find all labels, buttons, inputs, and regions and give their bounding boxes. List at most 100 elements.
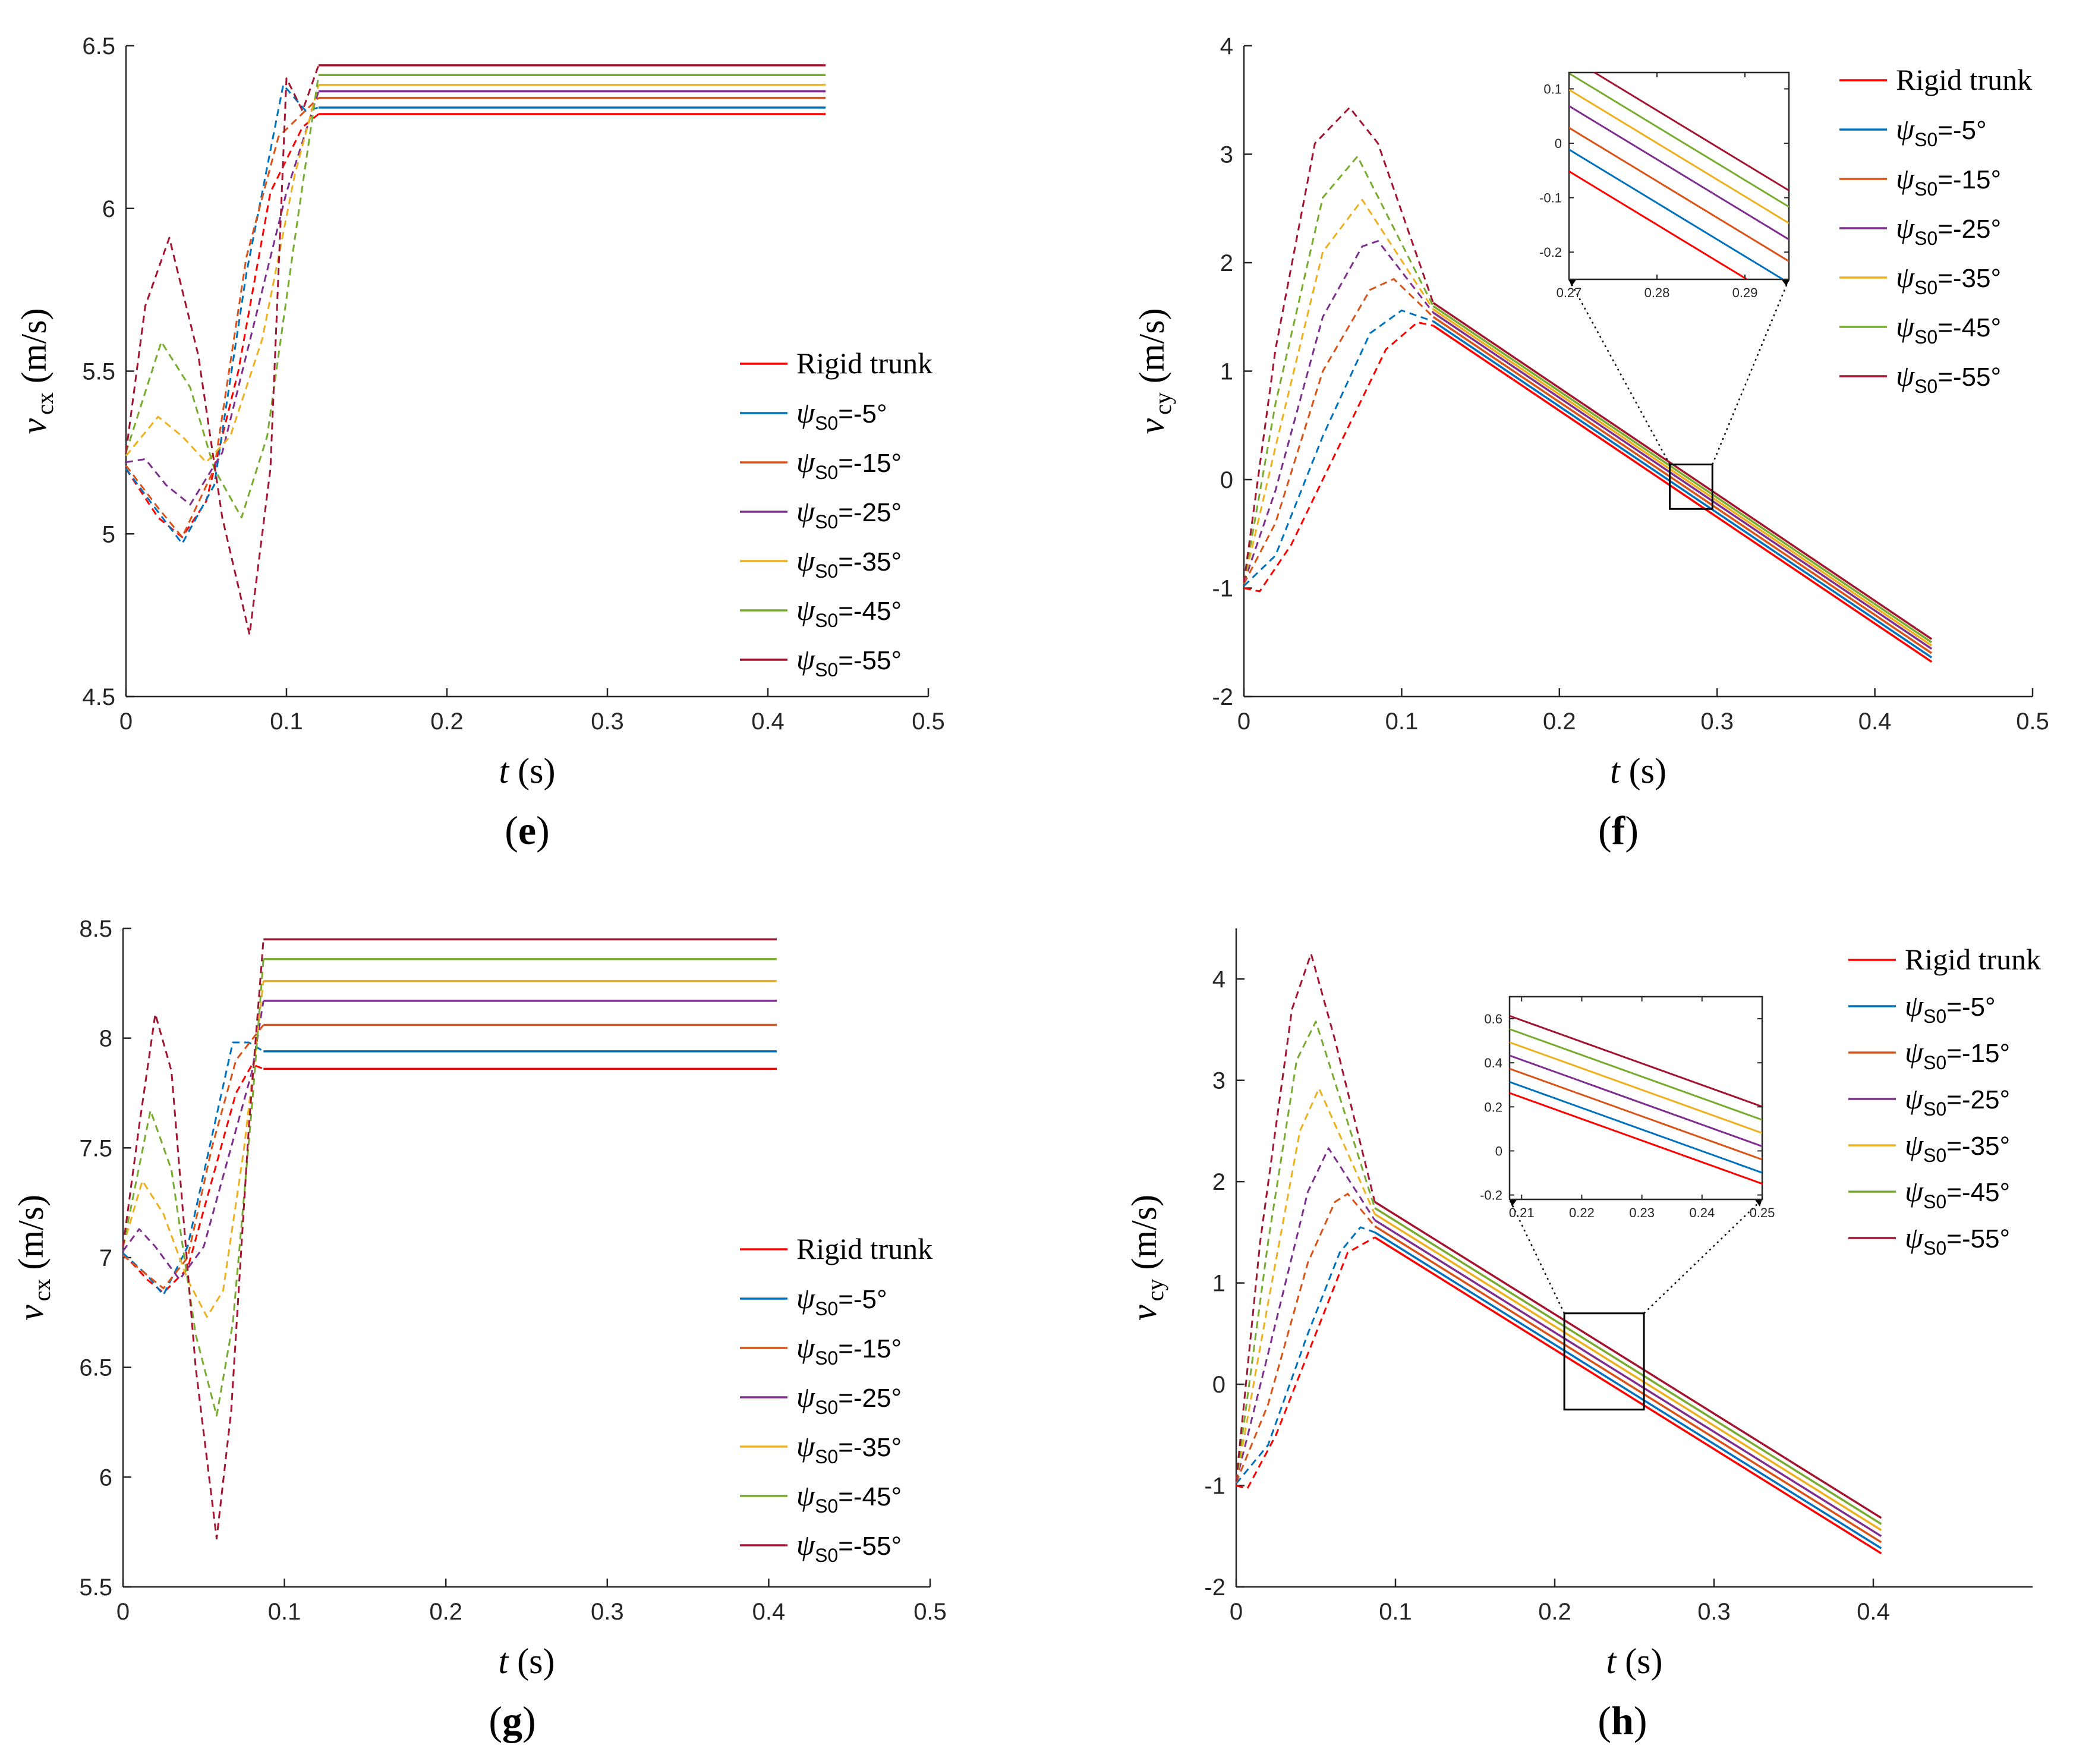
legend-value: =-35° bbox=[838, 1433, 902, 1462]
y-tick-label: -1 bbox=[1212, 576, 1233, 602]
y-tick-label: 0 bbox=[1220, 467, 1233, 493]
inset-series-line-0 bbox=[1510, 1092, 1762, 1185]
legend-value: =-15° bbox=[1937, 165, 2001, 194]
zoom-arrow-head bbox=[1754, 1198, 1762, 1207]
legend-label: ψS0=-25° bbox=[1896, 211, 2001, 249]
legend-psi-sub: S0 bbox=[1914, 277, 1937, 298]
legend-psi: ψ bbox=[796, 1331, 815, 1364]
legend-label: ψS0=-35° bbox=[796, 1429, 902, 1467]
y-axis-label-var: v bbox=[1132, 418, 1171, 434]
legend-label: ψS0=-5° bbox=[796, 396, 887, 434]
panel-label-open: ( bbox=[1598, 1698, 1611, 1743]
legend-psi: ψ bbox=[796, 593, 815, 626]
legend-psi-sub: S0 bbox=[815, 610, 838, 631]
series-line-0 bbox=[1374, 1236, 1882, 1555]
x-axis-label: t (s) bbox=[1610, 751, 1666, 790]
inset-y-tick-label: 0 bbox=[1555, 136, 1562, 151]
legend-value: =-5° bbox=[838, 1285, 887, 1314]
series-dashed-4 bbox=[1243, 199, 1434, 583]
legend-psi: ψ bbox=[1896, 162, 1915, 195]
series-dashed-5 bbox=[1235, 1020, 1376, 1482]
y-tick-label: 3 bbox=[1212, 1068, 1225, 1094]
x-tick-label: 0.4 bbox=[752, 1599, 786, 1625]
legend-label: ψS0=-45° bbox=[1896, 310, 2001, 348]
y-tick-label: 3 bbox=[1220, 142, 1233, 168]
legend-psi-sub: S0 bbox=[1923, 1052, 1946, 1073]
y-axis-label-unit: (m/s) bbox=[14, 308, 53, 392]
legend-psi: ψ bbox=[1896, 359, 1915, 392]
series-dashed-3 bbox=[122, 1000, 264, 1281]
inset-x-tick-label: 0.23 bbox=[1629, 1205, 1655, 1220]
legend-psi-sub: S0 bbox=[1914, 376, 1937, 397]
inset-y-tick-label: -0.2 bbox=[1480, 1188, 1502, 1203]
inset-series-line-1 bbox=[1569, 149, 1785, 279]
legend-label: ψS0=-45° bbox=[1905, 1174, 2010, 1212]
legend-value: =-55° bbox=[1946, 1224, 2010, 1253]
x-tick-label: 0 bbox=[1237, 708, 1250, 735]
legend-value: =-55° bbox=[838, 646, 902, 675]
y-tick-label: 8 bbox=[99, 1026, 112, 1052]
series-dashed-4 bbox=[125, 84, 320, 464]
y-tick-label: 4 bbox=[1212, 966, 1225, 993]
legend-label: ψS0=-55° bbox=[1905, 1221, 2010, 1259]
series-dashed-6 bbox=[122, 939, 264, 1540]
y-tick-label: 4.5 bbox=[82, 684, 115, 710]
series-dashed-5 bbox=[1243, 155, 1434, 583]
series-dashed-0 bbox=[125, 113, 319, 538]
legend-psi: ψ bbox=[796, 396, 815, 429]
x-tick-label: 0.1 bbox=[268, 1599, 301, 1625]
inset-x-tick-label: 0.22 bbox=[1569, 1205, 1595, 1220]
x-tick-label: 0 bbox=[1230, 1599, 1243, 1625]
x-tick-label: 0.3 bbox=[1697, 1599, 1731, 1625]
series-dashed-3 bbox=[1235, 1147, 1376, 1482]
legend-psi-sub: S0 bbox=[815, 659, 838, 681]
x-tick-label: 0.5 bbox=[912, 708, 945, 735]
legend-label: ψS0=-55° bbox=[1896, 359, 2001, 397]
y-axis-label-sub: cy bbox=[1149, 392, 1176, 415]
legend-psi-sub: S0 bbox=[815, 1495, 838, 1517]
zoom-arrow-head bbox=[1510, 1198, 1518, 1207]
inset-series-line-5 bbox=[1569, 73, 1789, 208]
y-tick-label: 2 bbox=[1212, 1169, 1225, 1195]
legend-value: =-45° bbox=[1946, 1178, 2010, 1207]
y-axis-label: v cx (m/s) bbox=[11, 1195, 55, 1321]
legend-psi: ψ bbox=[796, 1528, 815, 1561]
y-tick-label: 1 bbox=[1220, 359, 1233, 385]
legend-psi-sub: S0 bbox=[815, 1347, 838, 1369]
inset-frame bbox=[1508, 996, 1763, 1201]
legend-label-rigid: Rigid trunk bbox=[1905, 943, 2041, 976]
legend-psi-sub: S0 bbox=[815, 1298, 838, 1319]
x-tick-label: 0.2 bbox=[430, 708, 464, 735]
x-axis-label-unit: (s) bbox=[1620, 751, 1666, 790]
legend-label: ψS0=-45° bbox=[796, 1479, 902, 1517]
y-axis-label-var: v bbox=[1124, 1305, 1164, 1321]
series-line-6 bbox=[1374, 1201, 1882, 1519]
legend-psi-sub: S0 bbox=[1914, 178, 1937, 200]
x-axis-label: t (s) bbox=[499, 751, 556, 790]
legend-value: =-5° bbox=[1946, 993, 1995, 1022]
zoom-box bbox=[1669, 463, 1713, 510]
y-tick-label: -2 bbox=[1204, 1574, 1225, 1601]
legend-psi-sub: S0 bbox=[815, 511, 838, 533]
legend-psi-sub: S0 bbox=[815, 1397, 838, 1418]
x-tick-label: 0.2 bbox=[1543, 708, 1576, 735]
legend-psi-sub: S0 bbox=[1923, 1006, 1946, 1027]
series-dashed-4 bbox=[122, 981, 264, 1318]
y-tick-label: 5.5 bbox=[82, 359, 115, 385]
y-axis-label: v cy (m/s) bbox=[1124, 1195, 1168, 1321]
legend-psi-sub: S0 bbox=[815, 1446, 838, 1467]
series-dashed-3 bbox=[125, 91, 320, 506]
inset-x-tick-label: 0.27 bbox=[1557, 285, 1582, 300]
legend-value: =-25° bbox=[838, 498, 902, 527]
y-tick-label: -2 bbox=[1212, 684, 1233, 710]
legend-value: =-55° bbox=[1937, 363, 2001, 392]
inset-x-tick-label: 0.29 bbox=[1732, 285, 1758, 300]
series-dashed-0 bbox=[1236, 1236, 1375, 1490]
y-axis-label-unit: (m/s) bbox=[1124, 1195, 1164, 1279]
x-axis-label-var: t bbox=[1606, 1642, 1617, 1681]
legend-label: ψS0=-15° bbox=[796, 445, 902, 483]
legend-value: =-25° bbox=[1946, 1085, 2010, 1114]
y-tick-label: 6 bbox=[99, 1464, 112, 1491]
series-dashed-1 bbox=[1243, 309, 1434, 587]
inset-y-tick-label: 0 bbox=[1495, 1144, 1502, 1158]
